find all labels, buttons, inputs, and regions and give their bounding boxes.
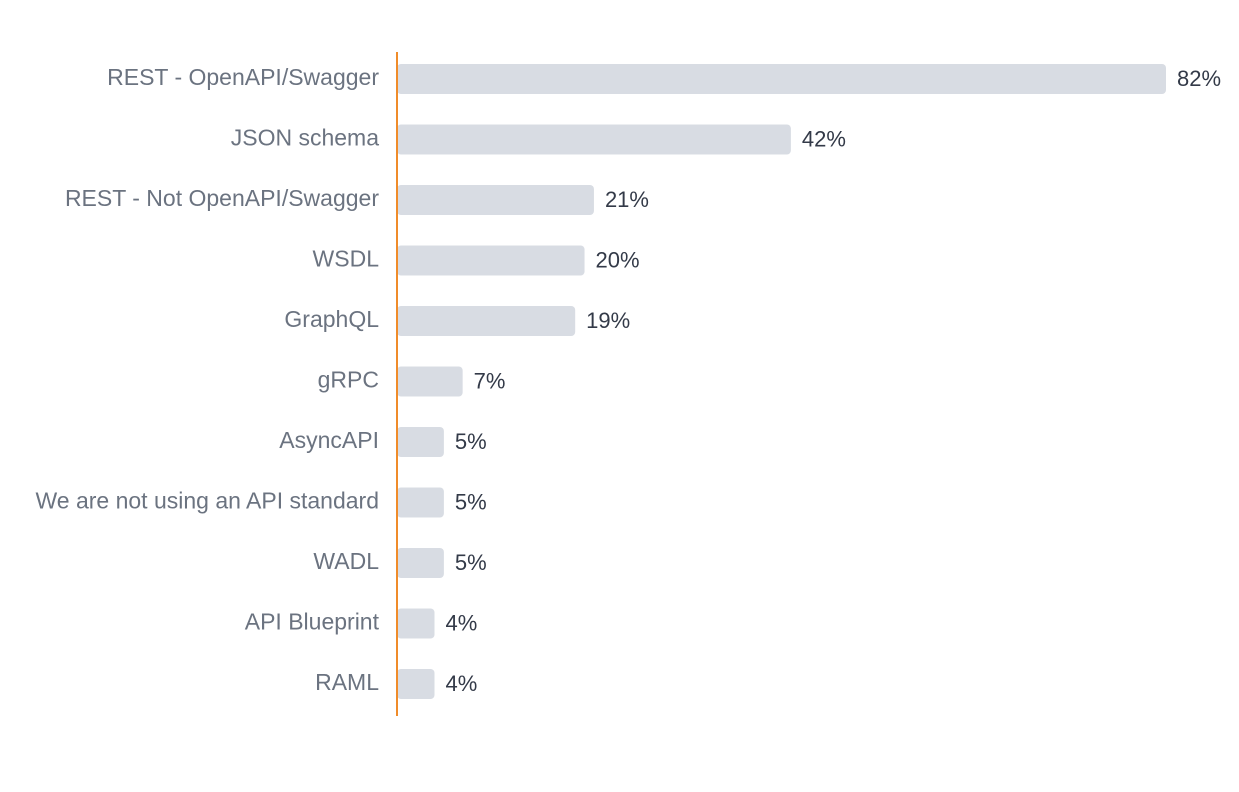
value-label: 19% [586, 308, 630, 333]
category-label: GraphQL [284, 306, 379, 332]
category-label: AsyncAPI [279, 427, 379, 453]
value-label: 4% [446, 671, 478, 696]
bar [397, 669, 435, 699]
category-label: WSDL [313, 246, 380, 272]
value-label: 5% [455, 550, 487, 575]
value-label: 42% [802, 126, 846, 151]
value-label: 20% [596, 247, 640, 272]
category-label: API Blueprint [245, 609, 380, 635]
value-label: 5% [455, 429, 487, 454]
value-label: 7% [474, 368, 506, 393]
bar [397, 124, 791, 155]
value-label: 21% [605, 187, 649, 212]
bar [397, 306, 576, 336]
value-label: 4% [446, 610, 478, 635]
category-label: REST - Not OpenAPI/Swagger [65, 185, 379, 211]
labels-layer: REST - OpenAPI/Swagger 82% JSON schema 42% R… [35, 64, 1221, 696]
category-label: RAML [315, 669, 379, 695]
bar [397, 185, 594, 215]
bar [397, 366, 463, 397]
category-label: REST - OpenAPI/Swagger [107, 64, 379, 90]
bars-layer [397, 64, 1166, 699]
bar [397, 487, 444, 518]
bar [397, 548, 444, 578]
category-label: We are not using an API standard [35, 488, 379, 514]
value-label: 82% [1177, 66, 1221, 91]
bar [397, 427, 444, 457]
category-label: JSON schema [231, 125, 379, 151]
bar [397, 64, 1166, 94]
value-label: 5% [455, 489, 487, 514]
bar [397, 245, 585, 276]
category-label: WADL [313, 548, 379, 574]
bar [397, 608, 435, 639]
category-label: gRPC [318, 367, 379, 393]
